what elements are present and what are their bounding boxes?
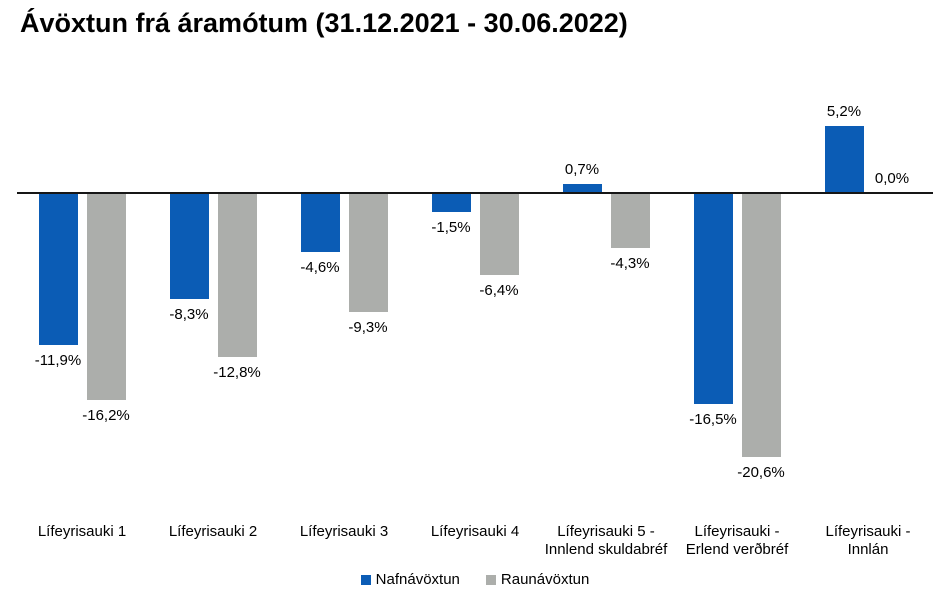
value-label-nafnavoxtun-1: -11,9%: [34, 352, 82, 370]
bar-nafnavoxtun-2: [169, 193, 209, 300]
chart-title: Ávöxtun frá áramótum (31.12.2021 - 30.06…: [20, 8, 628, 38]
bar-raunavoxtun-6: [741, 193, 781, 457]
category-label-3: Lífeyrisauki 3: [299, 523, 389, 540]
bar-nafnavoxtun-5: [562, 184, 602, 193]
legend-swatch-gray-icon: [485, 574, 496, 585]
value-label-raunavoxtun-2: -12,8%: [213, 363, 261, 381]
bar-nafnavoxtun-6: [693, 193, 733, 405]
category-label-2: Lífeyrisauki 2: [168, 523, 258, 540]
value-label-nafnavoxtun-3: -4,6%: [300, 258, 340, 276]
legend-label-nafnavoxtun: Nafnávöxtun: [375, 571, 460, 588]
value-label-nafnavoxtun-4: -1,5%: [431, 219, 471, 237]
value-label-raunavoxtun-4: -6,4%: [479, 281, 519, 299]
value-label-raunavoxtun-7: 0,0%: [874, 170, 910, 187]
value-label-nafnavoxtun-6: -16,5%: [689, 411, 737, 429]
value-label-raunavoxtun-6: -20,6%: [737, 463, 785, 481]
value-label-nafnavoxtun-7: 5,2%: [826, 103, 862, 121]
category-label-1: Lífeyrisauki 1: [37, 523, 127, 540]
category-label-6: Lífeyrisauki - Erlend verðbréf: [685, 523, 789, 558]
category-label-5: Lífeyrisauki 5 - Innlend skuldabréf: [544, 523, 668, 558]
x-axis-line: [17, 192, 933, 194]
bar-nafnavoxtun-7: [824, 126, 864, 193]
value-label-raunavoxtun-3: -9,3%: [348, 319, 388, 337]
value-label-nafnavoxtun-5: 0,7%: [564, 161, 600, 179]
category-label-4: Lífeyrisauki 4: [430, 523, 520, 540]
value-label-raunavoxtun-1: -16,2%: [82, 407, 130, 425]
value-label-raunavoxtun-5: -4,3%: [610, 255, 650, 273]
bar-raunavoxtun-4: [479, 193, 519, 275]
legend-item-raunavoxtun: Raunávöxtun: [485, 571, 590, 588]
legend-swatch-blue-icon: [360, 574, 371, 585]
bar-nafnavoxtun-3: [300, 193, 340, 252]
legend-label-raunavoxtun: Raunávöxtun: [500, 571, 590, 588]
bar-raunavoxtun-3: [348, 193, 388, 313]
category-label-7: Lífeyrisauki - Innlán: [825, 523, 911, 558]
value-label-nafnavoxtun-2: -8,3%: [169, 306, 209, 324]
bar-nafnavoxtun-4: [431, 193, 471, 213]
bar-raunavoxtun-5: [610, 193, 650, 249]
bar-raunavoxtun-1: [86, 193, 126, 401]
bar-nafnavoxtun-1: [38, 193, 78, 346]
legend: Nafnávöxtun Raunávöxtun: [0, 571, 950, 588]
bar-raunavoxtun-2: [217, 193, 257, 357]
legend-item-nafnavoxtun: Nafnávöxtun: [360, 571, 460, 588]
